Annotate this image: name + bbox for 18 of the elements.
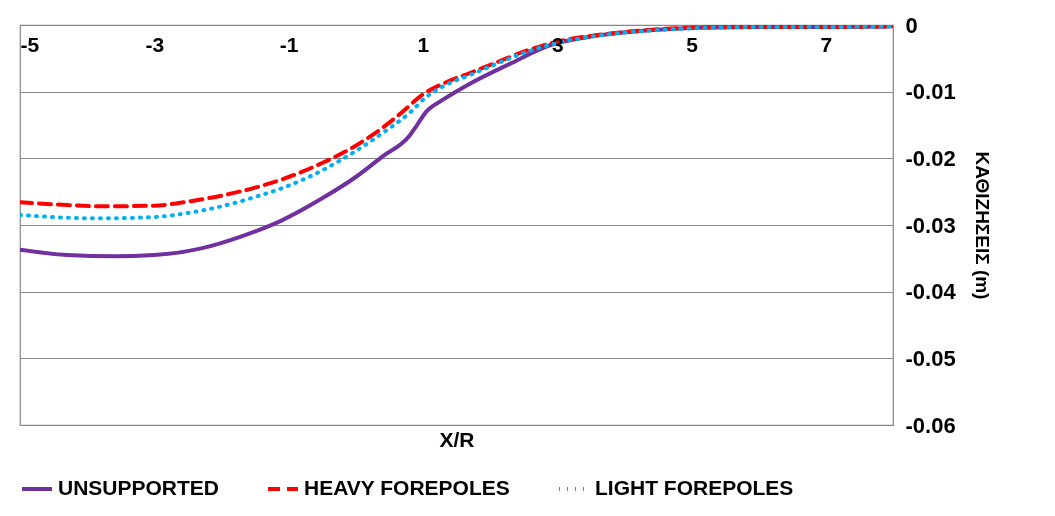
x-tick-label: -5	[20, 32, 40, 56]
y-axis-title: ΚΑΘΙΖΗΣΕΙΣ (m)	[971, 151, 993, 300]
y-tick-label: -0.04	[905, 279, 957, 305]
y-tick-label: -0.01	[905, 79, 956, 105]
legend-label: HEAVY FOREPOLES	[304, 476, 510, 499]
x-tick-label: 1	[417, 32, 430, 56]
y-tick-label: -0.02	[905, 145, 956, 171]
x-tick-label: -3	[145, 32, 165, 56]
y-tick-label: -0.05	[905, 345, 956, 371]
legend-label: UNSUPPORTED	[58, 476, 220, 499]
y-tick-label: -0.03	[905, 212, 956, 238]
legend-label: LIGHT FOREPOLES	[595, 476, 794, 499]
y-tick-label: -0.06	[905, 412, 956, 438]
y-tick-label: 0	[905, 12, 918, 38]
x-tick-label: -1	[279, 32, 299, 56]
x-tick-label: 5	[686, 32, 699, 56]
x-tick-label: 7	[820, 32, 833, 56]
x-axis-title: X/R	[439, 427, 475, 451]
